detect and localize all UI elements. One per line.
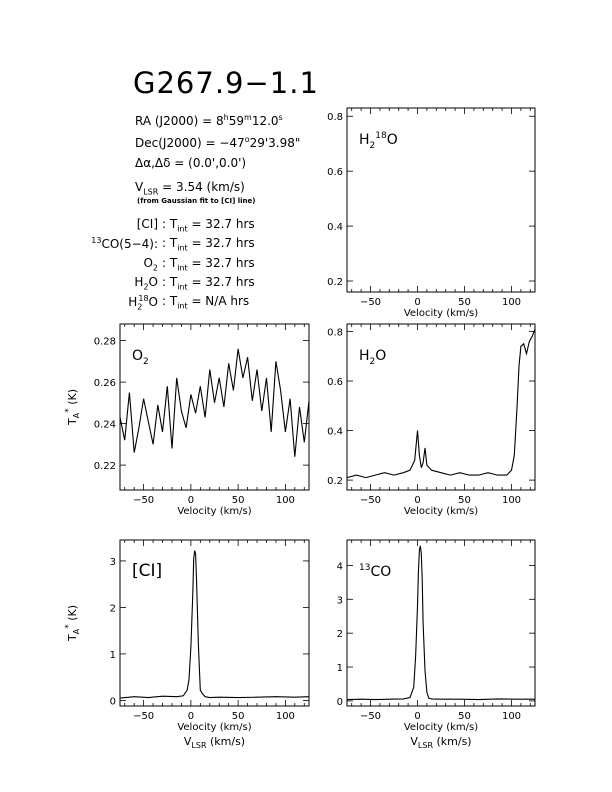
x-axis-label: Velocity (km/s) (404, 722, 478, 733)
x-tick-label: 50 (232, 711, 245, 722)
x-tick-label: −50 (133, 495, 154, 506)
x-axis-label: Velocity (km/s) (404, 506, 478, 517)
y-tick-label: 4 (337, 561, 343, 572)
x-tick-label: 50 (232, 495, 245, 506)
y-tick-label: 2 (337, 629, 343, 640)
y-tick-label: 0 (110, 696, 116, 707)
y-tick-label: 3 (337, 595, 343, 606)
panel-label: 13CO (359, 563, 391, 580)
y-tick-label: 0.4 (327, 222, 343, 233)
y-axis-label: TA* (K) (64, 605, 81, 642)
panel-label: O2 (132, 348, 149, 367)
y-tick-label: 0.2 (327, 277, 343, 288)
y-tick-label: 0.24 (94, 420, 116, 431)
spectra-figure: −50 0 50 1000.20.40.60.8Velocity (km/s)H218… (0, 0, 612, 792)
x-tick-label: 0 (414, 297, 420, 308)
x-tick-label: 100 (502, 297, 521, 308)
y-tick-label: 1 (337, 663, 343, 674)
y-tick-label: 0.22 (94, 461, 116, 472)
y-tick-label: 0.4 (327, 427, 343, 438)
x-tick-label: −50 (360, 297, 381, 308)
x-tick-label: 0 (414, 495, 420, 506)
y-tick-label: 0.2 (327, 476, 343, 487)
y-tick-label: 0.6 (327, 377, 343, 388)
y-tick-label: 0.6 (327, 167, 343, 178)
x-tick-label: −50 (133, 711, 154, 722)
x-axis-label-vlsr: VLSR (km/s) (410, 735, 471, 750)
y-tick-label: 0 (337, 697, 343, 708)
x-axis-label-vlsr: VLSR (km/s) (184, 735, 245, 750)
x-tick-label: 0 (188, 495, 194, 506)
y-tick-label: 0.26 (94, 378, 116, 389)
y-axis-label: TA* (K) (64, 389, 81, 426)
x-axis-label: Velocity (km/s) (177, 722, 251, 733)
plot-frame (120, 324, 309, 490)
x-tick-label: 0 (188, 711, 194, 722)
x-tick-label: 100 (276, 495, 295, 506)
x-tick-label: −50 (360, 711, 381, 722)
panel-label: H218O (359, 131, 398, 151)
x-axis-label: Velocity (km/s) (177, 506, 251, 517)
panel-label: [CI] (132, 561, 162, 581)
y-tick-label: 0.8 (327, 327, 343, 338)
y-tick-label: 3 (110, 557, 116, 568)
x-tick-label: 50 (458, 495, 471, 506)
y-tick-label: 0.28 (94, 337, 116, 348)
y-tick-label: 1 (110, 650, 116, 661)
x-tick-label: 0 (414, 711, 420, 722)
x-tick-label: 50 (458, 297, 471, 308)
y-tick-label: 0.8 (327, 112, 343, 123)
x-tick-label: 100 (276, 711, 295, 722)
x-tick-label: −50 (360, 495, 381, 506)
x-tick-label: 50 (458, 711, 471, 722)
y-tick-label: 2 (110, 603, 116, 614)
x-tick-label: 100 (502, 495, 521, 506)
x-tick-label: 100 (502, 711, 521, 722)
x-axis-label: Velocity (km/s) (404, 308, 478, 319)
panel-label: H2O (359, 348, 386, 367)
